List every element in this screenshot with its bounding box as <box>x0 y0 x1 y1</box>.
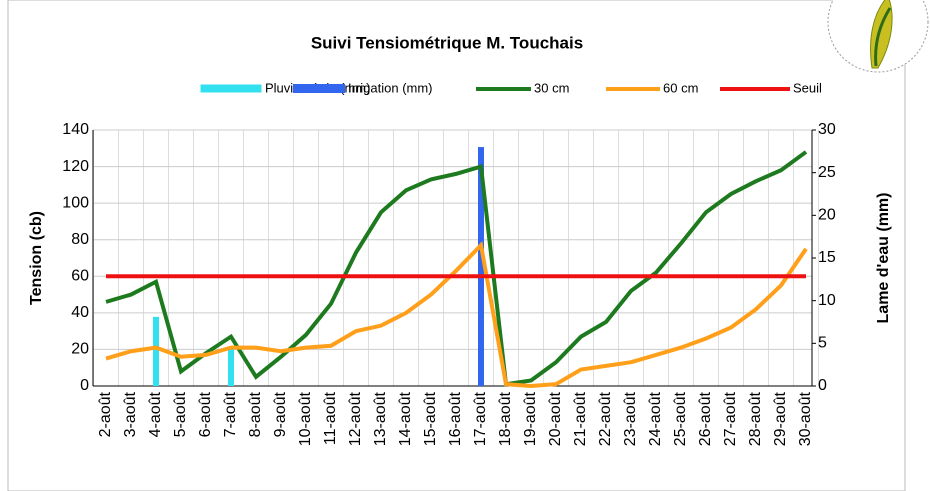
page: Suivi Tensiométrique M. Touchais Tension… <box>0 0 930 491</box>
bar <box>228 349 234 386</box>
x-tick-label: 14-août <box>397 391 414 446</box>
x-tick-label: 5-août <box>172 391 189 437</box>
x-tick-label: 17-août <box>472 391 489 446</box>
x-tick-label: 16-août <box>447 391 464 446</box>
legend-swatch <box>200 84 262 93</box>
x-tick-label: 11-août <box>322 391 339 445</box>
x-tick-label: 12-août <box>347 391 364 446</box>
y-tick-label: 140 <box>62 121 89 138</box>
legend-label: Seuil <box>793 80 822 95</box>
bar <box>153 317 159 386</box>
x-tick-label: 24-août <box>647 391 664 446</box>
x-tick-label: 3-août <box>122 391 139 437</box>
y-tick-label: 40 <box>71 304 89 321</box>
x-tick-label: 23-août <box>622 391 639 446</box>
chart: Suivi Tensiométrique M. Touchais Tension… <box>0 0 930 491</box>
x-tick-label: 20-août <box>547 391 564 446</box>
legend-label: 30 cm <box>534 80 569 95</box>
y2-tick-label: 10 <box>818 292 836 309</box>
x-tick-label: 22-août <box>597 391 614 446</box>
y2-tick-label: 0 <box>818 377 827 394</box>
y-tick-label: 80 <box>71 231 89 248</box>
y-tick-label: 100 <box>62 194 89 211</box>
y2-tick-label: 25 <box>818 164 836 181</box>
y2-tick-label: 30 <box>818 121 836 138</box>
x-tick-label: 30-août <box>797 391 814 446</box>
y-tick-label: 20 <box>71 341 89 358</box>
x-tick-label: 27-août <box>722 391 739 446</box>
x-tick-label: 19-août <box>522 391 539 446</box>
x-tick-label: 15-août <box>422 391 439 446</box>
x-tick-label: 18-août <box>497 391 514 446</box>
x-tick-label: 21-août <box>572 391 589 446</box>
x-tick-label: 6-août <box>197 391 214 437</box>
y-tick-label: 60 <box>71 268 89 285</box>
y2-tick-label: 5 <box>818 335 827 352</box>
x-tick-label: 2-août <box>97 391 114 437</box>
y-tick-label: 0 <box>80 377 89 394</box>
x-tick-label: 28-août <box>747 391 764 446</box>
chart-title: Suivi Tensiométrique M. Touchais <box>311 33 583 52</box>
x-tick-label: 10-août <box>297 391 314 446</box>
y-axis-title: Tension (cb) <box>28 211 45 305</box>
y2-tick-label: 20 <box>818 207 836 224</box>
legend-label: Irrigation (mm) <box>348 80 433 95</box>
x-tick-label: 7-août <box>222 391 239 437</box>
y2-axis-title: Lame d'eau (mm) <box>875 193 892 324</box>
y2-tick-label: 15 <box>818 249 836 266</box>
x-tick-label: 26-août <box>697 391 714 446</box>
legend-label: 60 cm <box>663 80 698 95</box>
x-tick-label: 8-août <box>247 391 264 437</box>
x-tick-label: 29-août <box>772 391 789 446</box>
y-tick-label: 120 <box>62 158 89 175</box>
x-tick-label: 4-août <box>147 391 164 437</box>
x-tick-label: 25-août <box>672 391 689 446</box>
legend-swatch <box>293 84 345 93</box>
x-tick-label: 9-août <box>272 391 289 437</box>
x-tick-label: 13-août <box>372 391 389 446</box>
